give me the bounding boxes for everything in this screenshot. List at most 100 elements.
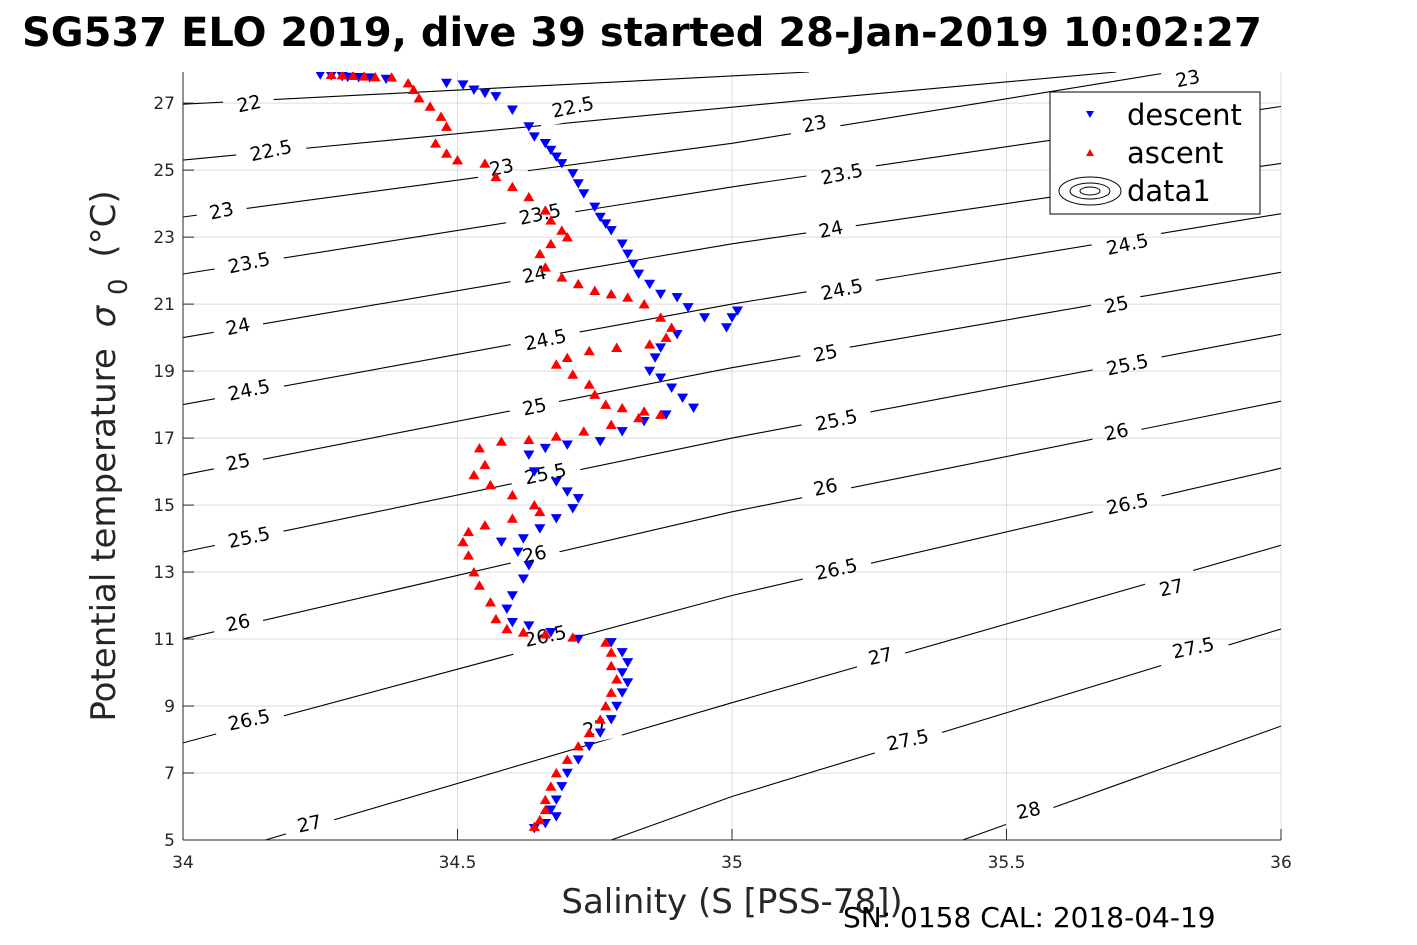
contour-label: 24.5 [226,375,272,405]
descent-point [550,477,562,487]
descent-point [567,169,579,179]
legend-box [1049,91,1261,215]
descent-point [523,561,535,571]
contour-label: 24 [224,314,252,341]
legend-label: ascent [1127,136,1223,170]
descent-point [506,105,518,115]
x-tick-label: 36 [1270,853,1292,873]
descent-point [611,701,623,712]
legend-marker-triangle-up-icon [1086,149,1094,156]
ascent-point [424,101,436,111]
contour-label: 27.5 [885,725,931,755]
ascent-point [578,426,590,436]
descent-point [506,591,518,601]
ascent-point [567,369,579,379]
ascent-point [655,312,667,322]
ascent-point [644,339,656,349]
y-axis-label-symbol: σ [84,304,124,327]
contour-label: 25.5 [523,459,569,489]
ascent-point [611,342,623,352]
ascent-point [589,389,601,399]
ascent-point [550,431,562,441]
ascent-point [539,205,551,215]
contour-line-23 [183,72,1172,218]
legend-entry-data1: data1 [1058,174,1211,208]
descent-point [556,159,568,169]
x-tick-labels: 34 34.5 35 35.5 36 [172,853,1292,873]
ascent-point [561,352,573,362]
legend-contour-icon-inner [1069,182,1111,200]
ascent-point [457,536,469,547]
descent-point [495,537,507,548]
descent-point [572,179,584,189]
contour-label: 25 [224,449,252,476]
ascent-point [479,520,491,530]
ascent-point [600,700,612,711]
contour-line-25 [183,271,1281,476]
descent-point [512,547,524,558]
descent-point [528,467,540,477]
ascent-point [561,754,573,764]
descent-point [545,145,557,156]
descent-point [468,85,480,95]
contour-line-28 [962,725,1281,840]
descent-point [315,72,325,80]
ascent-point [534,248,546,259]
contour-line-24.5 [183,213,1281,406]
ascent-point [556,225,568,235]
ascent-point [583,727,595,738]
ascent-point [545,781,557,791]
legend-marker-triangle-down-icon [1086,111,1094,118]
ascent-point [484,479,496,490]
y-tick-label: 7 [164,764,175,784]
descent-point [627,259,639,270]
ascent-point [402,77,414,88]
ascent-point [408,84,420,95]
contour-label: 27 [295,811,323,838]
contour-label: 24.5 [1105,230,1151,260]
contour-label: 25.5 [226,523,272,553]
descent-point [490,92,502,102]
ascent-point [479,158,491,168]
ascent-point [550,359,562,369]
contour-label: 25.5 [1105,350,1151,380]
descent-point [616,688,628,698]
x-tick-label: 34 [172,853,194,873]
descent-point [699,313,711,323]
x-tick-label: 35 [721,853,743,873]
descent-point [594,212,606,223]
ascent-point [660,332,672,342]
descent-point [682,303,694,313]
ascent-point [539,262,551,272]
descent-point [655,289,667,300]
ascent-point [666,322,678,332]
ascent-point [490,613,502,624]
ascent-point [490,171,502,182]
legend-label: data1 [1127,174,1211,208]
contour-label: 27.5 [1170,633,1216,663]
ascent-point [572,278,584,289]
descent-point [605,226,617,236]
descent-point [616,668,628,678]
ascent-point [534,814,546,825]
contour-label: 26 [811,474,839,501]
descent-point [616,239,628,249]
contour-label: 25 [520,394,548,421]
ascent-point [605,660,617,671]
y-axis-label-units: (°C) [84,190,124,257]
legend: descent ascent data1 [1049,91,1261,215]
ascent-point [506,513,518,523]
contour-label: 25 [811,340,839,367]
descent-point [594,728,606,738]
ascent-point [556,272,568,282]
legend-entry-ascent: ascent [1086,136,1223,170]
descent-point [605,715,617,725]
descent-point [622,658,634,668]
contour-label: 27 [866,643,894,670]
ascent-point [539,794,551,805]
contour-label: 23 [800,111,828,138]
descent-point [567,504,579,514]
descent-point [561,487,573,497]
ascent-point [468,469,480,480]
